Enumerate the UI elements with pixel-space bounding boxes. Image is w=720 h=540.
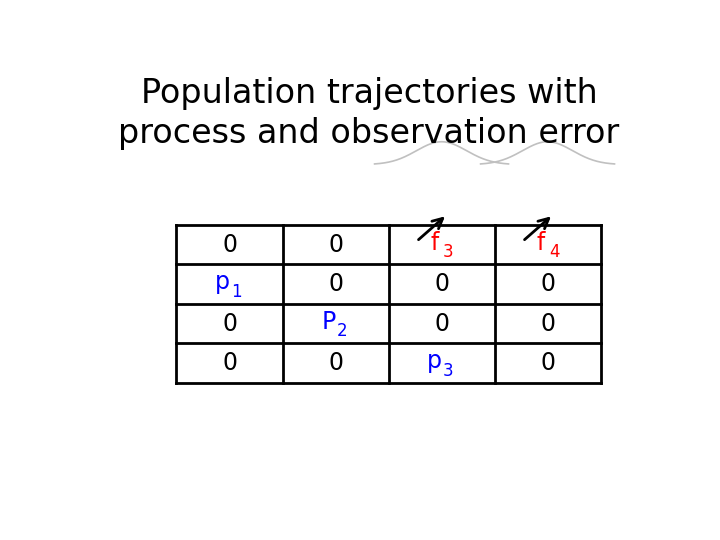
Text: f: f: [431, 231, 439, 254]
Text: 2: 2: [337, 322, 348, 340]
Text: 0: 0: [328, 233, 343, 256]
Text: P: P: [322, 309, 336, 334]
Text: 0: 0: [328, 351, 343, 375]
Text: 1: 1: [231, 282, 241, 301]
Text: 0: 0: [222, 312, 237, 336]
Text: p: p: [428, 349, 442, 373]
Text: p: p: [215, 270, 230, 294]
Text: 0: 0: [434, 312, 449, 336]
Text: 0: 0: [222, 233, 237, 256]
Text: f: f: [536, 231, 545, 254]
Text: 4: 4: [549, 243, 559, 261]
Text: 3: 3: [443, 243, 454, 261]
Text: 0: 0: [540, 272, 555, 296]
Text: 0: 0: [328, 272, 343, 296]
Text: 0: 0: [222, 351, 237, 375]
Text: 0: 0: [434, 272, 449, 296]
Text: Population trajectories with
process and observation error: Population trajectories with process and…: [118, 77, 620, 150]
Text: 0: 0: [540, 312, 555, 336]
Text: 3: 3: [443, 362, 454, 380]
Text: 0: 0: [540, 351, 555, 375]
